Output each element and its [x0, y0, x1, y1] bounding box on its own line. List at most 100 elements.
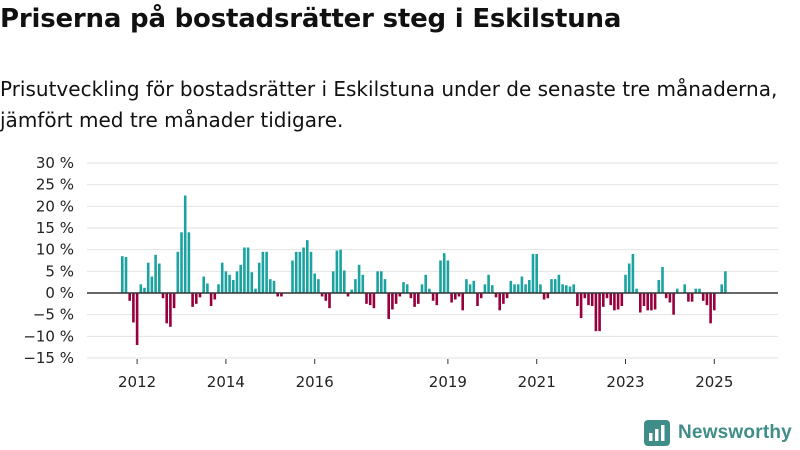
bar: [683, 284, 686, 293]
bar: [161, 293, 165, 299]
bar: [313, 273, 316, 293]
bar: [209, 293, 213, 306]
bar: [324, 293, 328, 301]
y-tick-label: 20 %: [36, 197, 74, 215]
bar: [720, 284, 723, 293]
bar: [627, 263, 631, 293]
bar: [687, 293, 690, 302]
bar: [357, 264, 361, 293]
bar: [657, 280, 661, 293]
y-tick-label: −15 %: [23, 349, 74, 367]
bar: [187, 232, 191, 293]
bar: [317, 279, 320, 293]
bar: [243, 247, 246, 293]
bar: [672, 293, 675, 315]
bar: [561, 284, 564, 293]
bar: [487, 274, 490, 293]
bar: [265, 251, 268, 293]
bar: [217, 284, 220, 293]
bar: [405, 284, 409, 293]
bar: [391, 293, 394, 310]
bar: [431, 293, 435, 301]
bar: [309, 251, 313, 293]
bar: [576, 293, 579, 306]
bar: [150, 276, 154, 293]
bar: [705, 293, 709, 306]
bar: [261, 251, 265, 293]
bar: [291, 260, 294, 293]
bar: [616, 293, 620, 310]
bar: [269, 279, 272, 293]
bar: [457, 293, 461, 297]
bar: [413, 293, 416, 307]
bar: [476, 293, 479, 306]
bar: [302, 247, 305, 293]
brand-logo[interactable]: Newsworthy: [644, 419, 792, 447]
bar: [502, 293, 505, 304]
bar: [428, 288, 431, 293]
bar: [402, 282, 405, 293]
bar: [169, 293, 172, 327]
bar: [398, 293, 402, 297]
bar: [539, 284, 542, 293]
bar: [598, 293, 601, 332]
x-tick-label: 2021: [518, 373, 556, 391]
bar: [524, 284, 527, 293]
bars: [121, 195, 727, 345]
bar: [246, 247, 250, 293]
bar: [380, 271, 383, 293]
bar: [124, 257, 128, 293]
bar: [154, 254, 157, 293]
bar: [224, 271, 228, 293]
bar: [298, 251, 302, 293]
bar: [206, 283, 209, 293]
bar: [461, 293, 464, 311]
bar: [491, 285, 494, 293]
bar: [239, 264, 242, 293]
bar: [479, 293, 483, 299]
bar: [346, 293, 350, 297]
y-tick-label: 30 %: [36, 154, 74, 172]
bar: [306, 240, 309, 293]
bar: [624, 274, 627, 293]
bar: [435, 293, 439, 306]
bar: [609, 293, 612, 306]
bar: [446, 260, 450, 293]
bar: [417, 293, 420, 304]
bar: [424, 274, 427, 293]
bar: [579, 293, 583, 319]
y-axis-labels: −15 % −10 % −5 % 0 % 5 % 10 % 15 % 20 % 25 % 30 %: [23, 154, 74, 367]
bar: [631, 254, 635, 293]
bar: [650, 293, 653, 311]
bar: [553, 279, 557, 293]
bar: [450, 293, 453, 303]
bar: [639, 293, 642, 313]
y-tick-label: 0 %: [45, 284, 74, 302]
bar: [583, 293, 587, 299]
bar: [220, 262, 224, 293]
bar: [565, 285, 568, 293]
bar: [172, 293, 176, 309]
bar: [383, 279, 387, 293]
x-tick-label: 2014: [207, 373, 245, 391]
bar: [520, 276, 524, 293]
bar: [228, 274, 231, 293]
latest-value-annotation: 5 %: [721, 0, 748, 4]
bar: [257, 262, 261, 293]
y-tick-label: −5 %: [33, 306, 74, 324]
bar: [339, 249, 342, 293]
bar: [709, 293, 712, 324]
bar: [605, 293, 609, 299]
y-tick-label: 25 %: [36, 176, 74, 194]
bar: [294, 251, 298, 293]
bar: [335, 250, 339, 293]
bar: [594, 293, 598, 332]
bar: [713, 293, 716, 311]
bar: [420, 284, 424, 293]
bar: [646, 293, 649, 311]
chart-title: Priserna på bostadsrätter steg i Eskilst…: [0, 4, 622, 34]
bar: [498, 293, 501, 311]
bar: [280, 293, 283, 297]
bar: [372, 293, 376, 309]
bar: [635, 288, 638, 293]
